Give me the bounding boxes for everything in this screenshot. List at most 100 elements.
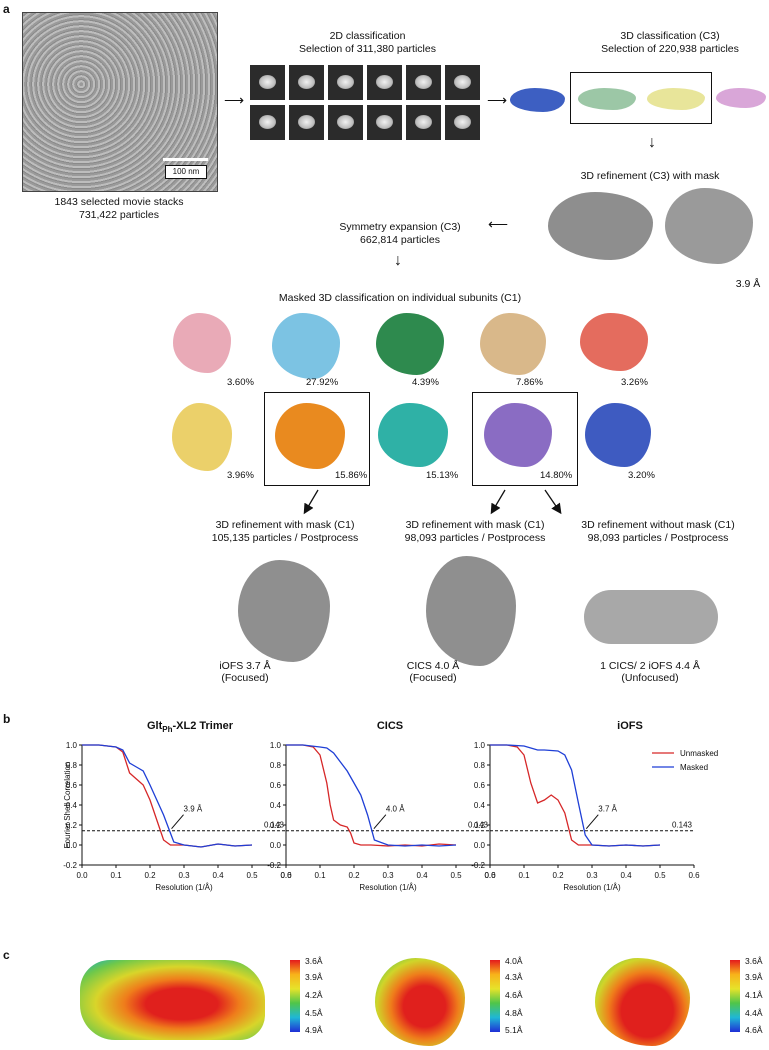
fsc-title-cics: CICS — [376, 720, 404, 732]
ref1-title: 3D refinement with mask (C1) — [215, 519, 355, 531]
class-percent-3: 4.39% — [412, 377, 439, 388]
y-tick-label: 1.0 — [474, 741, 486, 750]
ref3-note: (Unfocused) — [621, 672, 679, 684]
subunit-class-map-9 — [484, 403, 552, 467]
cb1-label-3: 4.2Å — [305, 990, 323, 1000]
selected-class-box-2 — [472, 392, 578, 486]
x-tick-label: 0.2 — [348, 871, 360, 880]
x-tick-label: 0.6 — [688, 871, 700, 880]
class3d-title: 3D classification (C3) — [620, 30, 720, 42]
threshold-label: 0.143 — [264, 821, 285, 830]
y-tick-label: 0.6 — [66, 781, 78, 790]
class-average — [406, 65, 441, 100]
fsc-series-masked — [490, 744, 661, 847]
y-tick-label: 0.2 — [66, 821, 78, 830]
x-tick-label: 0.2 — [144, 871, 156, 880]
y-axis-label: Fourier Shell Correlation — [63, 762, 72, 849]
y-tick-label: 0.8 — [474, 761, 486, 770]
annotation-arrow — [585, 814, 599, 830]
cb3-label-2: 3.9Å — [745, 972, 763, 982]
class3d-map-green — [578, 88, 636, 110]
x-tick-label: 0.1 — [518, 871, 530, 880]
cb2-label-5: 5.1Å — [505, 1025, 523, 1035]
cb2-label-1: 4.0Å — [505, 956, 523, 966]
micrograph-caption-2: 731,422 particles — [79, 209, 159, 221]
subunit-class-map-2 — [272, 313, 340, 379]
class-percent-5: 3.26% — [621, 377, 648, 388]
class3d-map-pink — [716, 88, 766, 108]
x-tick-label: 0.4 — [416, 871, 428, 880]
cb1-label-5: 4.9Å — [305, 1025, 323, 1035]
subunit-class-map-1 — [173, 313, 231, 373]
colorbar-trimer — [290, 960, 300, 1032]
fsc-title-trimer: GltPh-XL2 Trimer — [146, 720, 234, 735]
cb2-label-2: 4.3Å — [505, 972, 523, 982]
x-tick-label: 0.5 — [246, 871, 258, 880]
subunit-class-map-6 — [172, 403, 232, 471]
symexp-title: Symmetry expansion (C3) — [339, 221, 461, 233]
class-average — [328, 105, 363, 140]
panel-label-c: c — [3, 948, 10, 962]
class-average — [250, 65, 285, 100]
x-tick-label: 0.5 — [450, 871, 462, 880]
selected-class-box-1 — [264, 392, 370, 486]
y-tick-label: -0.2 — [471, 861, 485, 870]
annotation-arrow — [373, 814, 387, 830]
x-tick-label: 0.0 — [484, 871, 496, 880]
class-average — [250, 105, 285, 140]
fsc-series-masked — [286, 744, 457, 847]
y-tick-label: 0.8 — [66, 761, 78, 770]
y-tick-label: -0.2 — [267, 861, 281, 870]
symexp-subtitle: 662,814 particles — [360, 234, 440, 246]
refine3d-resolution: 3.9 Å — [735, 278, 761, 290]
fsc-series-unmasked — [82, 744, 253, 848]
x-tick-label: 0.4 — [620, 871, 632, 880]
y-tick-label: 0.2 — [270, 821, 282, 830]
fsc-charts: 1.00.80.60.40.20.0-0.20.0 0.1 0.2 0.3 0.4 0.5… — [63, 741, 718, 892]
subunit-class-map-7 — [275, 403, 345, 469]
panel-label-a: a — [3, 2, 10, 16]
subunit-class-map-10 — [585, 403, 651, 467]
refined-trimer-side-map — [548, 192, 653, 260]
subunit-class-map-5 — [580, 313, 648, 371]
cics-refined-map — [426, 556, 516, 666]
y-tick-label: 0.0 — [270, 841, 282, 850]
ref2-subtitle: 98,093 particles / Postprocess — [404, 532, 546, 544]
y-tick-label: 1.0 — [66, 741, 78, 750]
x-axis-label: Resolution (1/Å) — [563, 883, 621, 892]
class-percent-10: 3.20% — [628, 470, 655, 481]
micrograph-image: 100 nm — [22, 12, 218, 192]
arrow-right: ⟶ — [487, 92, 508, 108]
class-percent-1: 3.60% — [227, 377, 254, 388]
resolution-annotation: 3.9 Å — [184, 805, 203, 814]
colorbar-iofs — [730, 960, 740, 1032]
cb1-label-1: 3.6Å — [305, 956, 323, 966]
legend-label-masked: Masked — [680, 763, 708, 772]
ref3-subtitle: 98,093 particles / Postprocess — [587, 532, 729, 544]
colorbar-cics — [490, 960, 500, 1032]
resolution-annotation: 3.7 Å — [598, 805, 617, 814]
y-tick-label: 0.4 — [66, 801, 78, 810]
y-tick-label: 0.6 — [474, 781, 486, 790]
panel-label-b: b — [3, 712, 11, 726]
threshold-label: 0.143 — [672, 821, 693, 830]
selected-3d-classes-box — [570, 72, 712, 124]
cb3-label-1: 3.6Å — [745, 956, 763, 966]
arrow-right: ⟶ — [224, 92, 245, 108]
class-percent-8: 15.13% — [426, 470, 459, 481]
local-resolution-cics-map — [375, 958, 465, 1046]
threshold-label: 0.143 — [468, 821, 489, 830]
cb1-label-2: 3.9Å — [305, 972, 323, 982]
class3d-map-yellow — [647, 88, 705, 110]
refine3d-title: 3D refinement (C3) with mask — [580, 170, 720, 182]
fsc-title-iofs: iOFS — [617, 720, 643, 732]
x-axis-label: Resolution (1/Å) — [359, 883, 417, 892]
local-resolution-trimer-map — [80, 960, 265, 1040]
ref2-title: 3D refinement with mask (C1) — [405, 519, 545, 531]
x-tick-label: 0.3 — [178, 871, 190, 880]
x-tick-label: 0.6 — [484, 871, 496, 880]
y-tick-label: 0.4 — [270, 801, 282, 810]
x-tick-label: 0.3 — [586, 871, 598, 880]
cb1-label-4: 4.5Å — [305, 1008, 323, 1018]
arrow-left: ⟵ — [488, 216, 509, 232]
